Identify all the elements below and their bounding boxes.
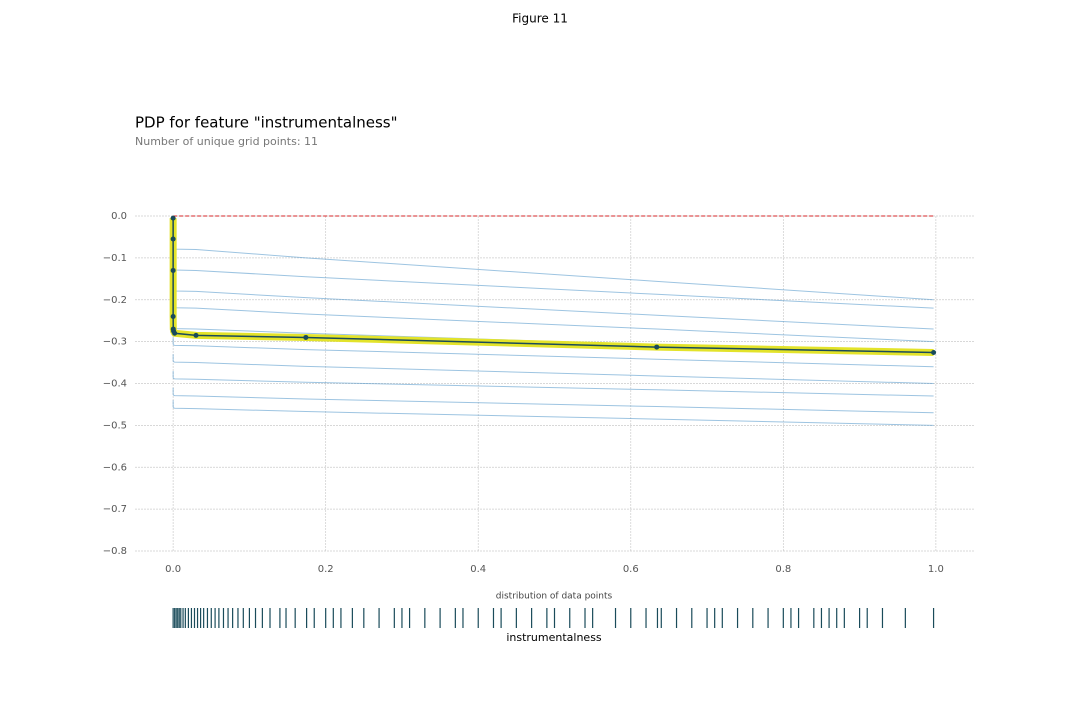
y-tick-label: −0.4 <box>103 379 127 390</box>
ice-line <box>172 387 934 414</box>
ice-line <box>172 400 934 426</box>
ice-line <box>172 262 934 309</box>
ice-line <box>172 337 934 368</box>
pdp-point <box>931 350 937 356</box>
pdp-point <box>193 332 199 338</box>
x-tick-label: 1.0 <box>928 564 944 575</box>
y-tick-label: −0.7 <box>103 504 127 515</box>
y-tick-label: −0.6 <box>103 462 127 473</box>
x-tick-label: 0.4 <box>470 564 486 575</box>
x-tick-label: 0.0 <box>165 564 181 575</box>
y-tick-label: −0.3 <box>103 337 127 348</box>
distribution-title: distribution of data points <box>496 592 613 602</box>
y-tick-label: −0.2 <box>103 295 127 306</box>
ice-line <box>172 370 934 397</box>
pdp-point <box>172 330 178 336</box>
pdp-point <box>170 236 176 242</box>
x-tick-label: 0.2 <box>318 564 334 575</box>
chart-title: PDP for feature "instrumentalness" <box>135 114 398 132</box>
y-tick-label: −0.5 <box>103 420 127 431</box>
ice-line <box>172 241 934 301</box>
figure-title: Figure 11 <box>512 12 568 26</box>
ice-line <box>172 354 934 384</box>
pdp-point <box>170 267 176 273</box>
x-tick-label: 0.6 <box>623 564 639 575</box>
pdp-point <box>303 334 309 340</box>
x-tick-label: 0.8 <box>775 564 791 575</box>
pdp-point <box>170 215 176 221</box>
y-tick-label: 0.0 <box>111 211 127 222</box>
y-tick-label: −0.8 <box>103 546 127 557</box>
y-tick-label: −0.1 <box>103 253 127 264</box>
pdp-point <box>654 344 660 350</box>
ice-line <box>172 283 934 330</box>
x-axis-label: instrumentalness <box>506 631 602 644</box>
chart-subtitle: Number of unique grid points: 11 <box>135 135 318 148</box>
pdp-point <box>170 314 176 319</box>
